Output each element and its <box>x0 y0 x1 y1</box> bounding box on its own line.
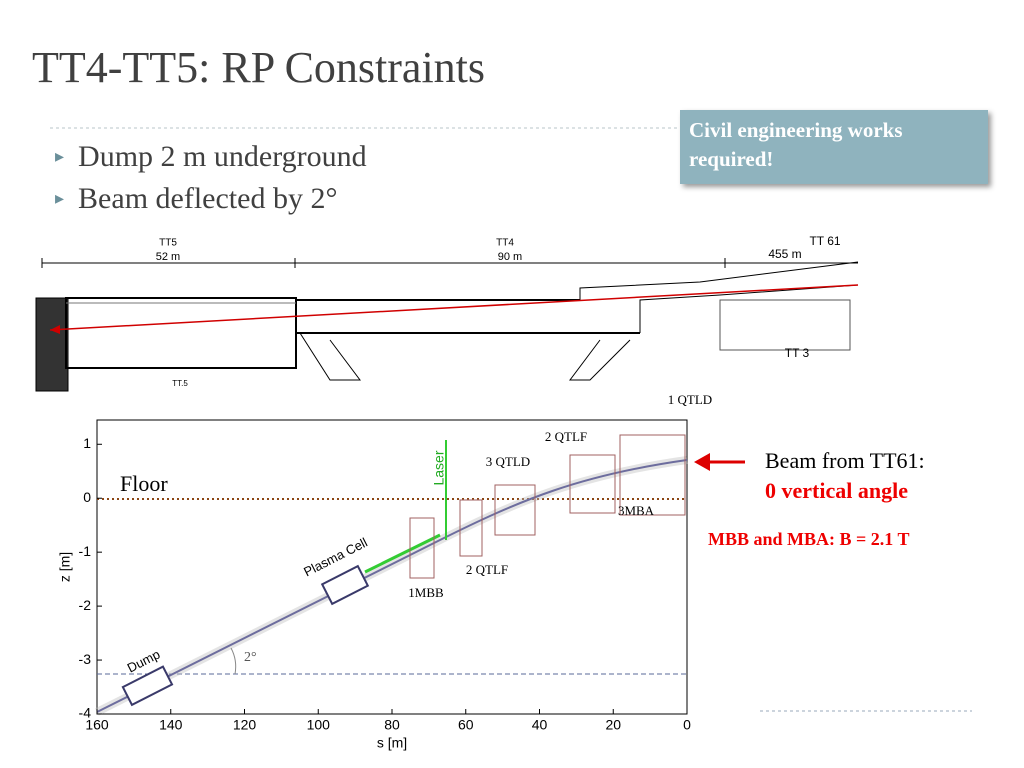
bullet: Dump 2 m underground <box>55 140 367 174</box>
annotation: Plasma Cell <box>301 535 370 580</box>
x-axis-label: s [m] <box>377 735 407 751</box>
x-tick-label: 60 <box>458 717 474 733</box>
drawing-label: TT 61 <box>809 234 840 248</box>
x-tick-label: 80 <box>384 717 400 733</box>
drawing-label: 455 m <box>768 247 801 261</box>
annotation: 2° <box>244 650 257 665</box>
drawing-label: TT4 <box>496 238 514 249</box>
annotation: 3 QTLD <box>486 454 530 469</box>
y-tick-label: -4 <box>79 705 92 721</box>
plot-frame <box>96 419 688 715</box>
callout: Civil engineering works required! <box>680 110 988 184</box>
x-tick-label: 160 <box>85 717 109 733</box>
x-tick-label: 120 <box>233 717 257 733</box>
bullet-list: Dump 2 m underground Beam deflected by 2… <box>55 140 367 224</box>
annotation: Laser <box>431 450 447 485</box>
arrow-head <box>694 453 710 471</box>
bullet: Beam deflected by 2° <box>55 182 367 216</box>
dump <box>121 665 174 707</box>
beam-trajectory <box>96 459 688 713</box>
annotation: 1 QTLD <box>668 392 712 407</box>
annotation: 2 QTLF <box>466 562 508 577</box>
drawing-label: TT5 <box>159 238 177 249</box>
laser-beam <box>364 533 441 574</box>
annotation: Dump <box>125 646 163 675</box>
x-tick-label: 40 <box>532 717 548 733</box>
note: MBB and MBA: B = 2.1 T <box>708 529 909 549</box>
angle-arc <box>230 647 237 675</box>
drawing-label: TT 3 <box>785 346 810 360</box>
annotation: 1MBB <box>408 585 444 600</box>
tunnel-drawing <box>35 258 859 392</box>
magnets <box>409 434 686 579</box>
y-tick-label: 0 <box>83 489 91 505</box>
drawing-label: 52 m <box>156 251 180 263</box>
annotation: 3MBA <box>618 503 655 518</box>
x-tick-label: 20 <box>605 717 621 733</box>
annotation: Floor <box>120 471 168 496</box>
y-tick-label: -1 <box>79 543 92 559</box>
y-tick-label: 1 <box>83 435 91 451</box>
annotation: 2 QTLF <box>545 429 587 444</box>
drawing-label: 90 m <box>498 251 522 263</box>
note: Beam from TT61: <box>765 448 925 473</box>
slide-title: TT4-TT5: RP Constraints <box>32 43 486 92</box>
y-tick-label: -3 <box>79 651 92 667</box>
x-tick-label: 140 <box>159 717 183 733</box>
x-tick-label: 100 <box>307 717 331 733</box>
y-axis-label: z [m] <box>57 552 73 582</box>
beam-halo <box>95 456 688 716</box>
plasma-cell <box>320 564 370 606</box>
x-tick-label: 0 <box>683 717 691 733</box>
drawing-label: TT.5 <box>172 379 188 388</box>
note: 0 vertical angle <box>765 478 908 503</box>
y-tick-label: -2 <box>79 597 92 613</box>
